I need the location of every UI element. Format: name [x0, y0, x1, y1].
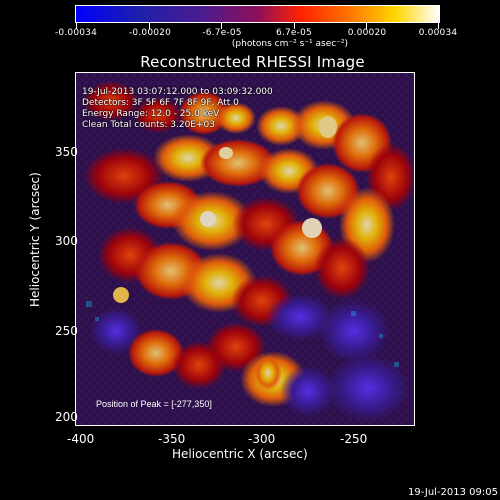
x-axis-tick-label: -250: [340, 432, 368, 446]
colorbar-tick-label: -0.00034: [54, 28, 98, 38]
position-of-peak-label: Position of Peak = [-277,350]: [96, 399, 212, 409]
counts-text: Clean Total counts: 3.20E+03: [82, 120, 215, 130]
observation-time-range: 19-Jul-2013 03:07:12.000 to 03:09:32.000: [82, 87, 273, 97]
colorbar-tick: [148, 23, 150, 29]
y-axis-tick-label: 250: [55, 324, 78, 338]
y-axis-title: Heliocentric Y (arcsec): [28, 172, 42, 307]
footer-timestamp: 19-Jul-2013 09:05: [407, 487, 498, 498]
colorbar-tick: [221, 23, 223, 29]
rhessi-image: Position of Peak = [-277,350]: [76, 73, 414, 425]
detectors-text: Detectors: 3F 5F 6F 7F 8F 9F, Att 0: [82, 98, 239, 108]
y-axis-tick-label: 200: [55, 410, 78, 424]
colorbar-tick: [76, 23, 77, 29]
colorbar: [75, 5, 440, 29]
colorbar-tick: [366, 23, 368, 29]
colorbar-tick: [293, 23, 295, 29]
colorbar-tick-label: -6.7e-05: [202, 28, 242, 38]
colorbar-tick-label: 0.00020: [347, 28, 387, 38]
colorbar-tick-label: 0.00034: [418, 28, 458, 38]
y-axis-tick-label: 300: [55, 234, 78, 248]
energy-range-text: Energy Range: 12.0 - 25.0 keV: [82, 109, 220, 119]
image-panel: Position of Peak = [-277,350] 19-Jul-201…: [75, 72, 415, 426]
plot-title: Reconstructed RHESSI Image: [140, 53, 365, 71]
colorbar-unit-label: (photons cm⁻² s⁻¹ asec⁻²): [231, 39, 349, 49]
colorbar-tick-label: -0.00020: [128, 28, 172, 38]
colorbar-tick-label: 6.7e-05: [276, 28, 312, 38]
x-axis-tick-label: -300: [248, 432, 276, 446]
colorbar-tick: [438, 23, 439, 29]
x-axis-tick-label: -350: [158, 432, 186, 446]
x-axis-tick-label: -400: [67, 432, 95, 446]
y-axis-tick-label: 350: [55, 145, 78, 159]
x-axis-title: Heliocentric X (arcsec): [172, 447, 308, 461]
